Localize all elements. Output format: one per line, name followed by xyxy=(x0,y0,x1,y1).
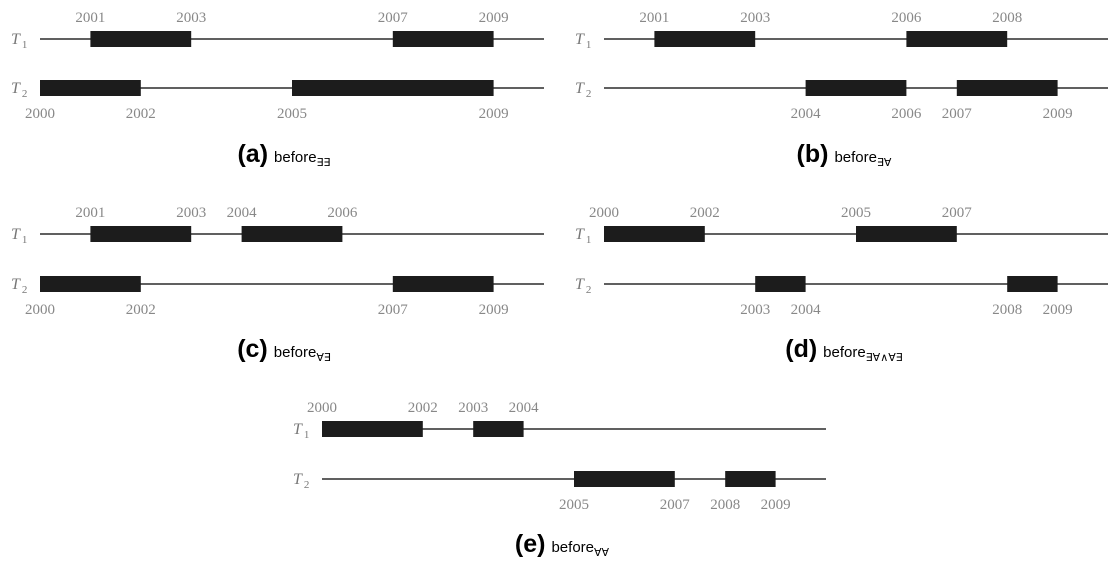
year-label: 2007 xyxy=(378,10,409,26)
year-label: 2004 xyxy=(227,205,258,221)
row-t2: T 2 2000 2002 2005 2009 xyxy=(11,80,544,122)
interval-bar xyxy=(40,80,141,96)
year-label: 2007 xyxy=(942,205,973,221)
year-label: 2009 xyxy=(1043,106,1073,122)
interval-bar xyxy=(906,31,1008,47)
panel-b: T 1 2001 2003 2006 2008 T 2 2004 2006 2007 2009 (b) b… xyxy=(575,10,1108,169)
interval-bar xyxy=(392,276,494,292)
year-label: 2008 xyxy=(992,302,1022,318)
interval-bar xyxy=(604,226,705,242)
year-label: 2006 xyxy=(327,205,358,221)
interval-bar xyxy=(956,80,1058,96)
row-t2: T 2 2000 2002 2007 2009 xyxy=(11,276,544,318)
interval-bar xyxy=(322,421,423,437)
interval-bar xyxy=(725,471,776,487)
year-label: 2009 xyxy=(479,10,509,26)
panel-caption: (d) before∃∀∧∀∃ xyxy=(785,335,903,364)
year-label: 2009 xyxy=(1043,302,1073,318)
year-label: 2009 xyxy=(761,497,791,513)
interval-bar xyxy=(241,226,343,242)
row-t1: T 1 2000 2002 2003 2004 xyxy=(293,400,826,441)
year-label: 2002 xyxy=(408,400,438,416)
year-label: 2007 xyxy=(942,106,973,122)
year-label: 2007 xyxy=(660,497,691,513)
year-label: 2004 xyxy=(791,302,822,318)
year-label: 2003 xyxy=(740,302,770,318)
row-t1: T 1 2001 2003 2006 2008 xyxy=(575,10,1108,51)
year-label: 2003 xyxy=(176,205,206,221)
panel-caption: (e) before∀∀ xyxy=(515,530,610,559)
interval-bar xyxy=(1007,276,1058,292)
row-t1: T 1 2001 2003 2007 2009 xyxy=(11,10,544,51)
interval-bar xyxy=(292,80,494,96)
interval-bar xyxy=(473,421,524,437)
panel-e: T 1 2000 2002 2003 2004 T 2 2005 2007 2008 2009 (e) b… xyxy=(293,400,826,559)
panel-caption: (c) before∀∃ xyxy=(237,335,331,364)
year-label: 2008 xyxy=(992,10,1022,26)
year-label: 2005 xyxy=(277,106,307,122)
year-label: 2008 xyxy=(710,497,740,513)
year-label: 2000 xyxy=(25,302,55,318)
year-label: 2002 xyxy=(126,302,156,318)
year-label: 2003 xyxy=(740,10,770,26)
year-label: 2000 xyxy=(589,205,619,221)
panel-c: T 1 2001 2003 2004 2006 T 2 2000 2002 2007 2009 (c) b… xyxy=(11,205,544,364)
year-label: 2002 xyxy=(690,205,720,221)
panel-d: T 1 2000 2002 2005 2007 T 2 2003 2004 2008 2009 (d) b… xyxy=(575,205,1108,364)
interval-bar xyxy=(90,226,192,242)
year-label: 2004 xyxy=(791,106,822,122)
panel-caption: (a) before∃∃ xyxy=(237,140,330,169)
interval-bar xyxy=(755,276,806,292)
year-label: 2000 xyxy=(25,106,55,122)
year-label: 2005 xyxy=(559,497,589,513)
row-t2: T 2 2004 2006 2007 2009 xyxy=(575,80,1108,122)
interval-bar xyxy=(654,31,756,47)
year-label: 2005 xyxy=(841,205,871,221)
year-label: 2003 xyxy=(176,10,206,26)
row-t2: T 2 2005 2007 2008 2009 xyxy=(293,471,826,513)
interval-bar xyxy=(805,80,907,96)
row-t2: T 2 2003 2004 2008 2009 xyxy=(575,276,1108,318)
interval-bar xyxy=(40,276,141,292)
interval-bar xyxy=(856,226,957,242)
year-label: 2000 xyxy=(307,400,337,416)
year-label: 2002 xyxy=(126,106,156,122)
year-label: 2004 xyxy=(509,400,540,416)
interval-bar xyxy=(392,31,494,47)
panel-a: T 1 2001 2003 2007 2009 T 2 2000 2002 2005 2009 (a) b… xyxy=(11,10,544,169)
year-label: 2001 xyxy=(75,205,105,221)
row-t1: T 1 2000 2002 2005 2007 xyxy=(575,205,1108,246)
year-label: 2006 xyxy=(891,106,922,122)
year-label: 2009 xyxy=(479,302,509,318)
panel-caption: (b) before∃∀ xyxy=(797,140,892,169)
year-label: 2006 xyxy=(891,10,922,26)
interval-bar xyxy=(90,31,192,47)
interval-bar xyxy=(574,471,675,487)
year-label: 2001 xyxy=(75,10,105,26)
year-label: 2007 xyxy=(378,302,409,318)
year-label: 2003 xyxy=(458,400,488,416)
year-label: 2001 xyxy=(639,10,669,26)
year-label: 2009 xyxy=(479,106,509,122)
row-t1: T 1 2001 2003 2004 2006 xyxy=(11,205,544,246)
